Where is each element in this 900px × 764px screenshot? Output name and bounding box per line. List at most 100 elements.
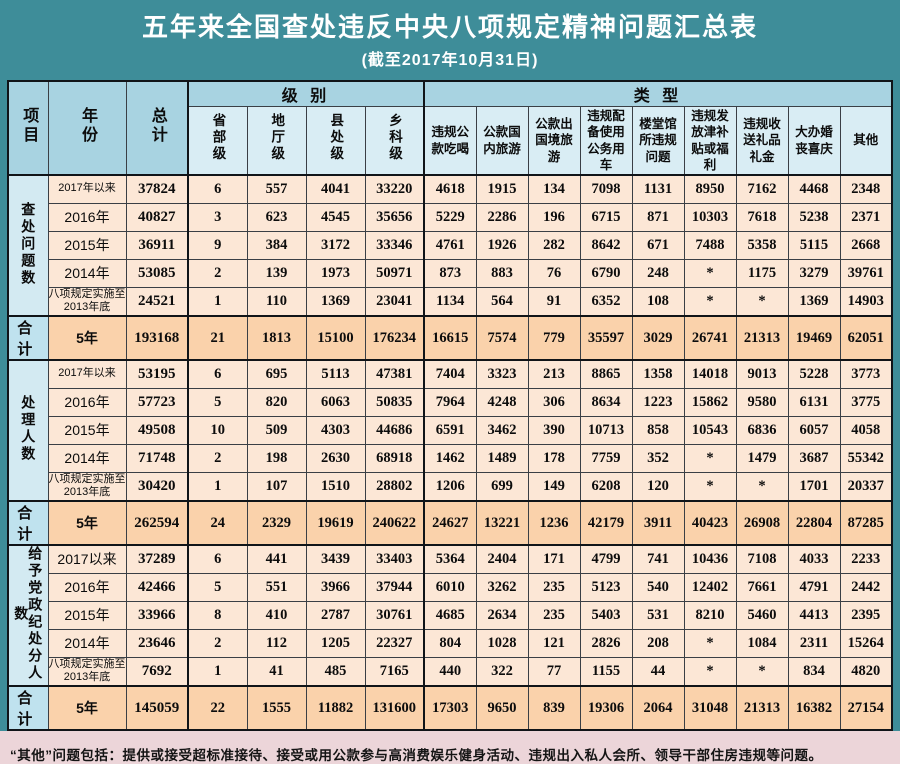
- summary-value-cell: 19469: [787, 315, 841, 361]
- value-cell: *: [683, 443, 737, 473]
- value-cell: 834: [787, 656, 841, 687]
- table-row: 八项规定实施至2013年底 24521 1 110 1369 23041 1134 564 91…: [8, 286, 893, 317]
- value-cell: *: [735, 286, 789, 317]
- summary-value-cell: 21313: [735, 685, 789, 731]
- value-cell: 3773: [839, 359, 893, 389]
- value-cell: 6: [187, 544, 248, 574]
- value-cell: 2668: [839, 230, 893, 260]
- value-cell: 871: [631, 202, 685, 232]
- value-cell: *: [683, 286, 737, 317]
- value-cell: 623: [246, 202, 307, 232]
- total-cell: 42466: [125, 572, 189, 602]
- value-cell: 5460: [735, 600, 789, 630]
- value-cell: 107: [246, 471, 307, 502]
- value-cell: 1155: [579, 656, 633, 687]
- total-cell: 37824: [125, 174, 189, 204]
- value-cell: 112: [246, 628, 307, 658]
- value-cell: 44: [631, 656, 685, 687]
- value-cell: 1: [187, 286, 248, 317]
- row-group-label: 查处问题数: [7, 174, 49, 317]
- value-cell: 531: [631, 600, 685, 630]
- row-group-label-text: 处理人数: [20, 395, 37, 463]
- value-cell: 3687: [787, 443, 841, 473]
- summary-value-cell: 31048: [683, 685, 737, 731]
- value-cell: 6591: [423, 415, 477, 445]
- value-cell: 50971: [364, 258, 426, 288]
- value-cell: 10: [187, 415, 248, 445]
- total-cell: 24521: [125, 286, 189, 317]
- value-cell: 4413: [787, 600, 841, 630]
- value-cell: *: [683, 471, 737, 502]
- value-cell: 441: [246, 544, 307, 574]
- summary-value-cell: 26741: [683, 315, 737, 361]
- value-cell: 564: [475, 286, 529, 317]
- summary-value-cell: 1555: [246, 685, 307, 731]
- value-cell: 5: [187, 572, 248, 602]
- summary-table: 项目 年份 总计 级 别 类 型 省部级 地厅级 县处级 乡科级 违规公款吃喝 公款国内旅…: [7, 80, 893, 731]
- value-cell: 6208: [579, 471, 633, 502]
- summary-value-cell: 22: [187, 685, 248, 731]
- summary-value-cell: 131600: [364, 685, 426, 731]
- value-cell: 110: [246, 286, 307, 317]
- value-cell: 77: [527, 656, 581, 687]
- value-cell: 2826: [579, 628, 633, 658]
- value-cell: 352: [631, 443, 685, 473]
- value-cell: 9013: [735, 359, 789, 389]
- col-header-type: 违规发放津补贴或福利: [683, 106, 737, 176]
- value-cell: 3323: [475, 359, 529, 389]
- value-cell: 139: [246, 258, 307, 288]
- summary-year: 5年: [47, 685, 127, 731]
- year-cell: 2014年: [47, 258, 127, 288]
- value-cell: 8634: [579, 387, 633, 417]
- value-cell: 3262: [475, 572, 529, 602]
- value-cell: 2311: [787, 628, 841, 658]
- summary-value-cell: 13221: [475, 500, 529, 546]
- value-cell: 2371: [839, 202, 893, 232]
- value-cell: *: [735, 656, 789, 687]
- value-cell: 14903: [839, 286, 893, 317]
- col-header-level: 地厅级: [246, 106, 307, 176]
- value-cell: 858: [631, 415, 685, 445]
- header-band-row: 项目 年份 总计 级 别 类 型: [7, 80, 893, 176]
- value-cell: 30761: [364, 600, 426, 630]
- value-cell: 1: [187, 656, 248, 687]
- summary-value-cell: 2329: [246, 500, 307, 546]
- value-cell: 7165: [364, 656, 426, 687]
- value-cell: 820: [246, 387, 307, 417]
- value-cell: 390: [527, 415, 581, 445]
- total-cell: 7692: [125, 656, 189, 687]
- value-cell: 3: [187, 202, 248, 232]
- value-cell: 2: [187, 258, 248, 288]
- year-cell: 2015年: [47, 230, 127, 260]
- title-area: 五年来全国查处违反中央八项规定精神问题汇总表 (截至2017年10月31日): [0, 0, 900, 80]
- value-cell: 4303: [305, 415, 366, 445]
- value-cell: 4618: [423, 174, 477, 204]
- value-cell: 4820: [839, 656, 893, 687]
- summary-value-cell: 2064: [631, 685, 685, 731]
- col-group-type: 类 型: [423, 80, 893, 107]
- summary-value-cell: 42179: [579, 500, 633, 546]
- table-row: 2014年 71748 2 198 2630 68918 1462 1489 178 7759 35…: [8, 443, 893, 473]
- year-cell: 2014年: [47, 443, 127, 473]
- summary-value-cell: 1813: [246, 315, 307, 361]
- summary-value-cell: 176234: [364, 315, 426, 361]
- value-cell: 306: [527, 387, 581, 417]
- value-cell: 235: [527, 600, 581, 630]
- table-row: 2015年 36911 9 384 3172 33346 4761 1926 282 8642 67…: [8, 230, 893, 260]
- value-cell: 7098: [579, 174, 633, 204]
- summary-value-cell: 1236: [527, 500, 581, 546]
- row-group-label-text: 查处问题数: [20, 201, 37, 287]
- value-cell: 873: [423, 258, 477, 288]
- value-cell: 47381: [364, 359, 426, 389]
- value-cell: 6: [187, 174, 248, 204]
- row-group-label: 给予党政纪处分人数: [7, 544, 49, 687]
- value-cell: 3966: [305, 572, 366, 602]
- value-cell: 2634: [475, 600, 529, 630]
- value-cell: 1369: [305, 286, 366, 317]
- value-cell: 804: [423, 628, 477, 658]
- value-cell: 6790: [579, 258, 633, 288]
- value-cell: 7488: [683, 230, 737, 260]
- value-cell: 1701: [787, 471, 841, 502]
- value-cell: 6057: [787, 415, 841, 445]
- year-cell: 2015年: [47, 600, 127, 630]
